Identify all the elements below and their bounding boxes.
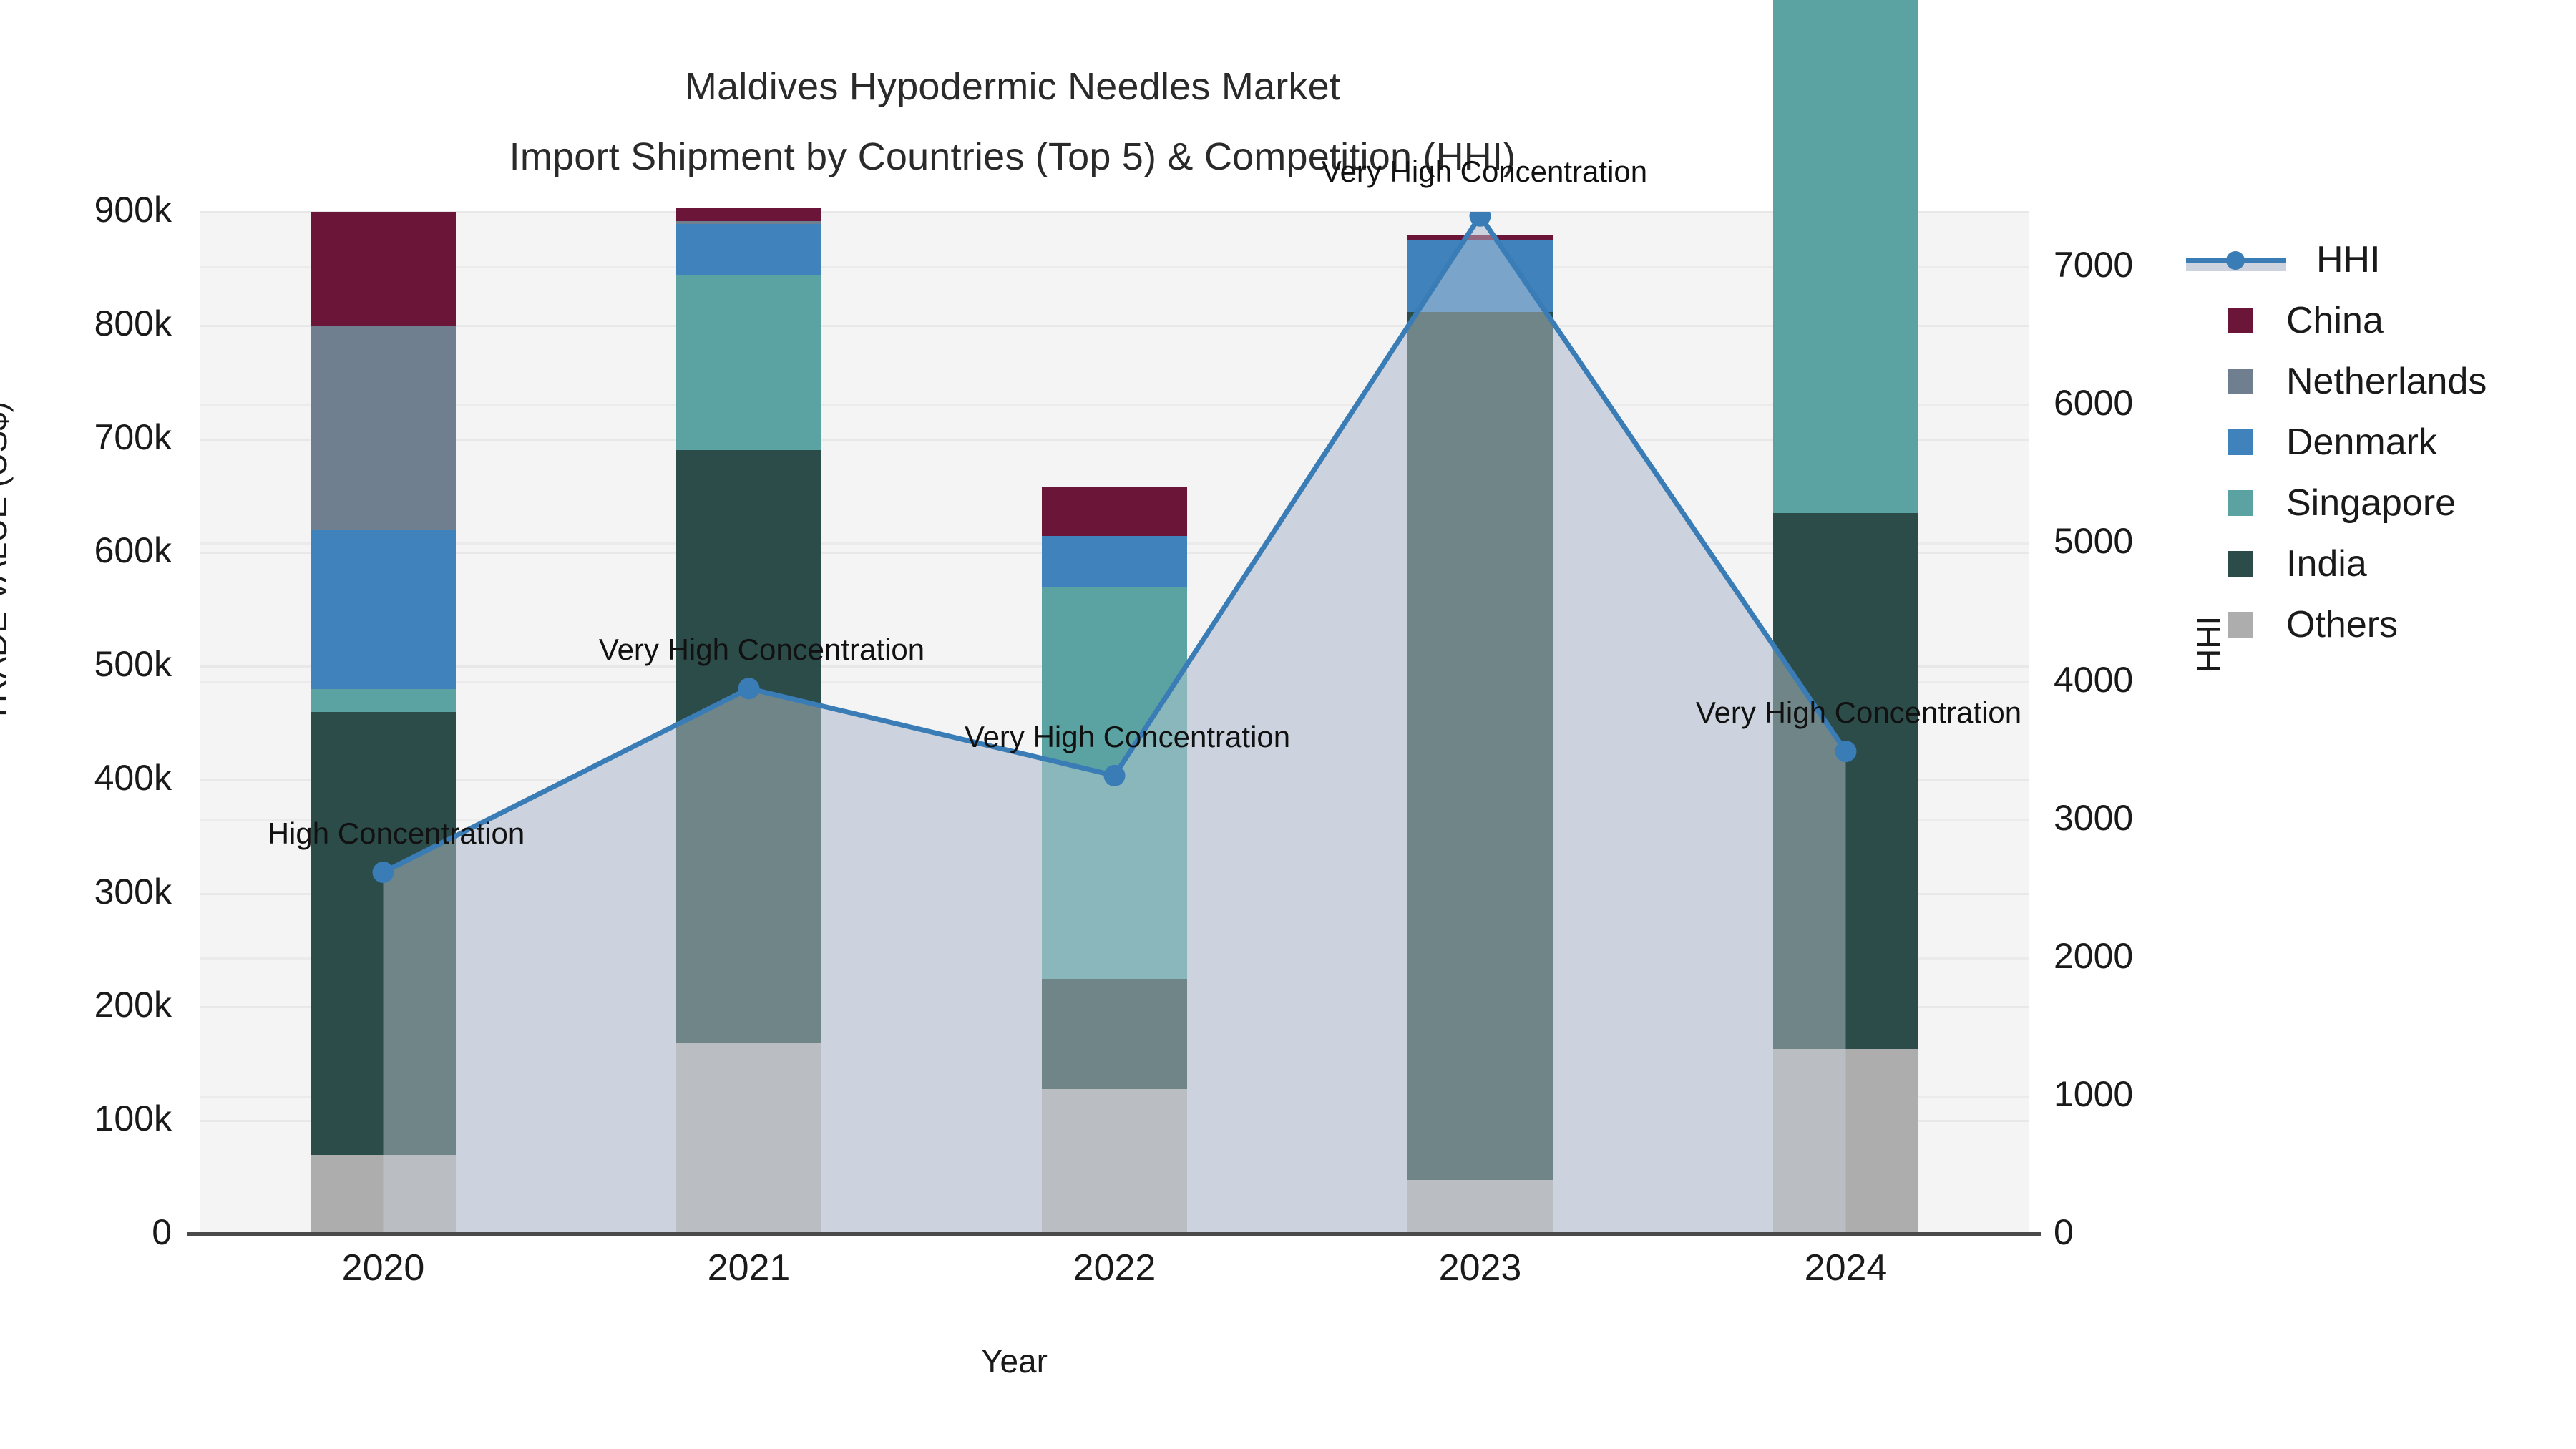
y-axis-left-tick: 0 — [152, 1212, 172, 1252]
legend-item-label: Netherlands — [2286, 360, 2487, 402]
bar-segment-netherlands-2020[interactable] — [311, 325, 456, 530]
line-marker-icon — [2186, 245, 2286, 274]
bar-segment-denmark-2022[interactable] — [1042, 535, 1187, 587]
bar-segment-china-2022[interactable] — [1042, 487, 1187, 536]
y-axis-left-tick: 700k — [94, 416, 172, 457]
bar-segment-others-2023[interactable] — [1407, 1179, 1553, 1234]
legend-item-label: Denmark — [2286, 421, 2437, 463]
bar-segment-india-2020[interactable] — [311, 711, 456, 1155]
bar-segment-india-2022[interactable] — [1042, 978, 1187, 1089]
bar-segment-denmark-2023[interactable] — [1407, 240, 1553, 312]
legend-item-denmark[interactable]: Denmark — [2186, 411, 2487, 472]
bar-segment-others-2020[interactable] — [311, 1154, 456, 1234]
x-axis-tick-2023: 2023 — [1438, 1247, 1522, 1289]
bar-segment-singapore-2024[interactable] — [1773, 0, 1918, 513]
y-axis-right-tick: 7000 — [2054, 245, 2134, 286]
bar-segment-india-2023[interactable] — [1407, 311, 1553, 1180]
x-axis-tick-2020: 2020 — [341, 1247, 425, 1289]
color-swatch-icon — [2228, 307, 2253, 333]
legend-item-label: Others — [2286, 603, 2399, 645]
y-axis-right-tick: 1000 — [2054, 1073, 2134, 1114]
bar-segment-netherlands-2021[interactable] — [676, 220, 821, 225]
y-axis-left-tick: 900k — [94, 190, 172, 230]
annotation-2022: Very High Concentration — [964, 719, 1291, 753]
legend-item-label: China — [2286, 299, 2384, 341]
legend-item-others[interactable]: Others — [2186, 594, 2487, 655]
bar-segment-singapore-2022[interactable] — [1042, 586, 1187, 979]
legend-item-netherlands[interactable]: Netherlands — [2186, 351, 2487, 411]
bar-segment-others-2024[interactable] — [1773, 1049, 1918, 1234]
color-swatch-icon — [2228, 368, 2253, 394]
x-axis-tick-2022: 2022 — [1073, 1247, 1156, 1289]
bar-segment-india-2024[interactable] — [1773, 512, 1918, 1050]
legend-dot-icon — [2226, 250, 2245, 270]
y-axis-left-label: TRADE VALUE (US$) — [0, 401, 14, 723]
annotation-2023: Very High Concentration — [1321, 154, 1648, 188]
legend-item-singapore[interactable]: Singapore — [2186, 472, 2487, 533]
annotation-2024: Very High Concentration — [1695, 696, 2022, 730]
color-swatch-icon — [2228, 489, 2253, 516]
y-axis-right-tick: 2000 — [2054, 935, 2134, 976]
bar-segment-china-2021[interactable] — [676, 208, 821, 221]
bar-segment-singapore-2021[interactable] — [676, 275, 821, 451]
y-axis-right-tick: 0 — [2054, 1212, 2074, 1252]
legend-item-hhi[interactable]: HHI — [2186, 229, 2487, 290]
legend-item-label: Singapore — [2286, 482, 2457, 524]
bar-segment-china-2020[interactable] — [311, 212, 456, 326]
y-axis-right-tick: 3000 — [2054, 797, 2134, 838]
y-axis-left-tick: 200k — [94, 985, 172, 1025]
bar-segment-india-2021[interactable] — [676, 450, 821, 1044]
chart-title-line-2: Import Shipment by Countries (Top 5) & C… — [509, 135, 1516, 178]
x-axis-tick-2021: 2021 — [707, 1247, 791, 1289]
y-axis-left-tick: 800k — [94, 303, 172, 343]
y-axis-left-tick: 500k — [94, 644, 172, 685]
chart-title: Maldives Hypodermic Needles Market Impor… — [0, 52, 2025, 192]
y-axis-left-tick: 100k — [94, 1098, 172, 1139]
legend-item-label: India — [2286, 542, 2367, 585]
y-axis-right-tick: 5000 — [2054, 521, 2134, 562]
annotation-2021: Very High Concentration — [598, 633, 925, 667]
x-axis-label: Year — [981, 1342, 1048, 1380]
x-axis-line — [187, 1232, 2041, 1236]
y-axis-left-tick: 300k — [94, 871, 172, 912]
bar-segment-others-2022[interactable] — [1042, 1088, 1187, 1234]
y-axis-right-tick: 4000 — [2054, 659, 2134, 700]
chart-legend: HHI China Netherlands Denmark Singapore India… — [2186, 229, 2487, 655]
bar-segment-others-2021[interactable] — [676, 1043, 821, 1234]
legend-item-china[interactable]: China — [2186, 290, 2487, 351]
bar-segment-china-2023[interactable] — [1407, 234, 1553, 240]
color-swatch-icon — [2228, 429, 2253, 455]
bar-segment-denmark-2020[interactable] — [311, 530, 456, 689]
plot-area: High Concentration Very High Concentratio… — [200, 0, 2029, 1236]
bar-group-2020[interactable] — [311, 212, 456, 1234]
y-axis-left-tick: 600k — [94, 530, 172, 571]
bar-segment-singapore-2020[interactable] — [311, 688, 456, 712]
legend-item-label: HHI — [2316, 238, 2381, 280]
x-axis-tick-2024: 2024 — [1804, 1247, 1888, 1289]
bar-segment-denmark-2021[interactable] — [676, 224, 821, 275]
chart-title-line-1: Maldives Hypodermic Needles Market — [684, 65, 1341, 108]
y-axis-right-tick: 6000 — [2054, 383, 2134, 424]
legend-item-india[interactable]: India — [2186, 533, 2487, 594]
bar-group-2023[interactable] — [1407, 212, 1553, 1234]
y-axis-left-tick: 400k — [94, 757, 172, 798]
color-swatch-icon — [2228, 611, 2253, 638]
bar-group-2021[interactable] — [676, 208, 821, 1234]
color-swatch-icon — [2228, 550, 2253, 577]
annotation-2020: High Concentration — [267, 816, 525, 851]
